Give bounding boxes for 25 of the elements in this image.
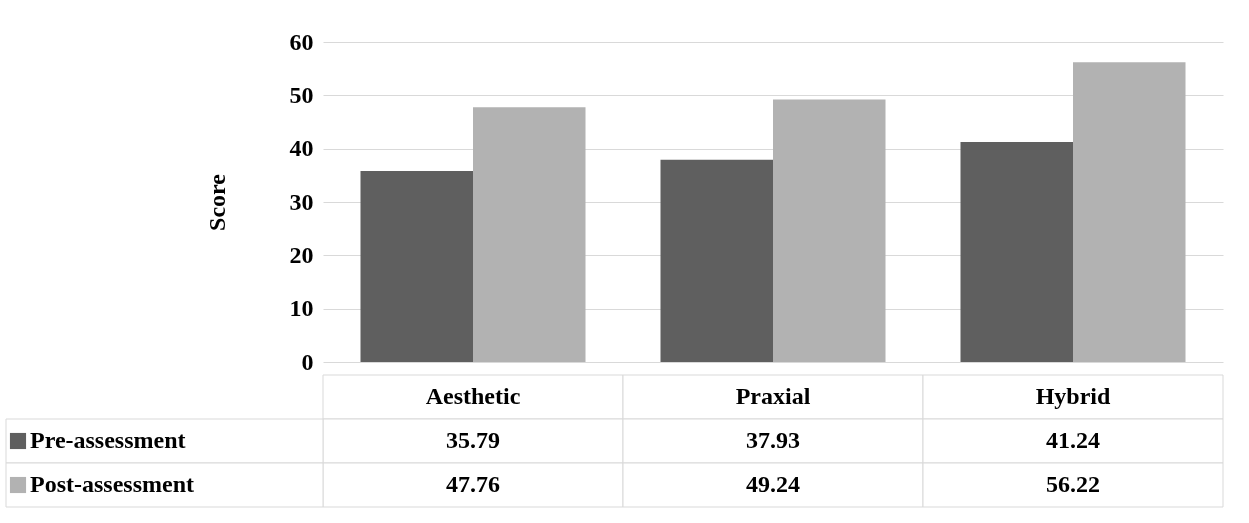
bar [660,159,773,362]
bar [360,171,473,362]
data-label: 49.24 [746,471,800,497]
legend-label: Pre-assessment [30,427,186,453]
y-tick-label: 40 [289,135,314,162]
y-tick-label: 30 [289,188,314,215]
y-tick-label: 60 [289,28,314,55]
data-label: 35.79 [446,427,500,453]
data-label: 41.24 [1046,427,1100,453]
x-tick-label: Aesthetic [425,383,521,409]
data-label: 56.22 [1046,471,1100,497]
y-tick-label: 10 [289,295,314,322]
y-tick-label: 0 [301,348,314,375]
legend-label: Post-assessment [30,471,194,497]
bar [473,107,586,362]
x-tick-label: Hybrid [1035,383,1111,409]
data-label: 47.76 [446,471,500,497]
y-tick-label: 20 [289,241,314,268]
bar [960,142,1073,362]
data-label: 37.93 [746,427,800,453]
x-tick-label: Praxial [735,383,811,409]
bar [1073,62,1186,362]
y-tick-label: 50 [289,81,314,108]
bar [773,99,886,362]
y-axis-title: Score [203,173,230,231]
